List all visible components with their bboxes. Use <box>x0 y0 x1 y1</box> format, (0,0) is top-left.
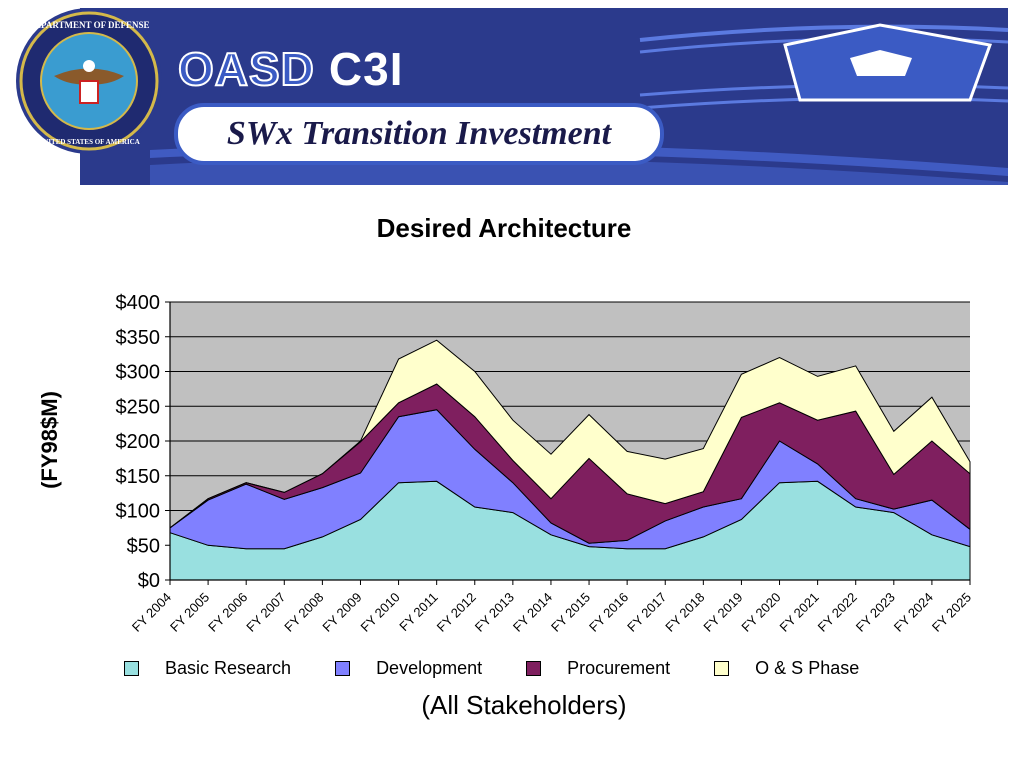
y-tick-label: $200 <box>116 431 161 453</box>
pentagon-icon <box>783 23 993 102</box>
svg-text:DEPARTMENT OF DEFENSE: DEPARTMENT OF DEFENSE <box>28 20 149 30</box>
slide-title: SWx Transition Investment <box>226 115 612 152</box>
y-tick-label: $50 <box>127 535 160 557</box>
legend-item: Procurement <box>526 658 670 679</box>
brand-c3i: C3I <box>328 43 404 95</box>
svg-text:UNITED STATES OF AMERICA: UNITED STATES OF AMERICA <box>38 138 140 146</box>
x-tick-label: FY 2011 <box>396 590 441 635</box>
stacked-area-chart: $0 $50 $100 $150 $200 $250 $300 $350 $400 FY 2004… <box>116 292 975 635</box>
legend-item: Development <box>335 658 482 679</box>
y-tick-label: $100 <box>116 501 161 523</box>
x-tick-label: FY 2005 <box>167 590 212 635</box>
x-tick-label: FY 2018 <box>662 590 707 635</box>
legend-swatch <box>124 660 139 676</box>
legend-label: Development <box>376 657 483 678</box>
chart-legend: Basic Research Development Procurement O & … <box>110 656 910 680</box>
x-tick-label: FY 2017 <box>624 590 669 635</box>
x-tick-label: FY 2009 <box>319 590 364 635</box>
legend-label: Procurement <box>567 657 671 678</box>
y-tick-label: $150 <box>116 466 161 488</box>
x-tick-label: FY 2020 <box>738 590 783 635</box>
x-tick-label: FY 2006 <box>205 590 250 635</box>
brand-logo: OASD C3I <box>177 43 404 95</box>
x-tick-label: FY 2023 <box>853 590 898 635</box>
dod-seal-logo: DEPARTMENT OF DEFENSE UNITED STATES OF A… <box>16 8 162 154</box>
legend-swatch <box>714 660 730 676</box>
x-tick-label: FY 2013 <box>472 590 517 635</box>
legend-label: O & S Phase <box>755 657 860 678</box>
x-tick-label: FY 2015 <box>548 590 593 635</box>
x-tick-label: FY 2022 <box>815 590 860 635</box>
x-tick-label: FY 2021 <box>777 590 822 635</box>
chart-caption: (All Stakeholders) <box>421 690 627 720</box>
y-tick-label: $0 <box>138 570 160 592</box>
header-banner <box>0 0 1024 200</box>
series-area-o-s-phase <box>169 339 971 529</box>
legend-label: Basic Research <box>165 657 292 678</box>
chart-title: Desired Architecture <box>376 213 632 243</box>
y-tick-label: $250 <box>116 396 161 418</box>
legend-swatch <box>526 660 542 676</box>
x-tick-label: FY 2014 <box>510 590 555 635</box>
y-tick-label: $400 <box>116 292 161 314</box>
x-tick-label: FY 2010 <box>357 590 402 635</box>
y-tick-label: $300 <box>116 362 161 384</box>
x-tick-label: FY 2019 <box>700 590 745 635</box>
legend-item: Basic Research <box>124 658 291 679</box>
x-tick-label: FY 2004 <box>129 590 174 635</box>
y-tick-label: $350 <box>116 327 161 349</box>
x-tick-label: FY 2007 <box>243 590 288 635</box>
x-tick-label: FY 2016 <box>586 590 631 635</box>
x-tick-label: FY 2012 <box>434 590 479 635</box>
x-tick-label: FY 2008 <box>281 590 326 635</box>
x-tick-label: FY 2024 <box>891 590 936 635</box>
brand-oasd: OASD <box>177 43 315 95</box>
legend-swatch <box>335 660 351 676</box>
legend-item: O & S Phase <box>714 658 859 679</box>
x-tick-label: FY 2025 <box>929 590 974 635</box>
